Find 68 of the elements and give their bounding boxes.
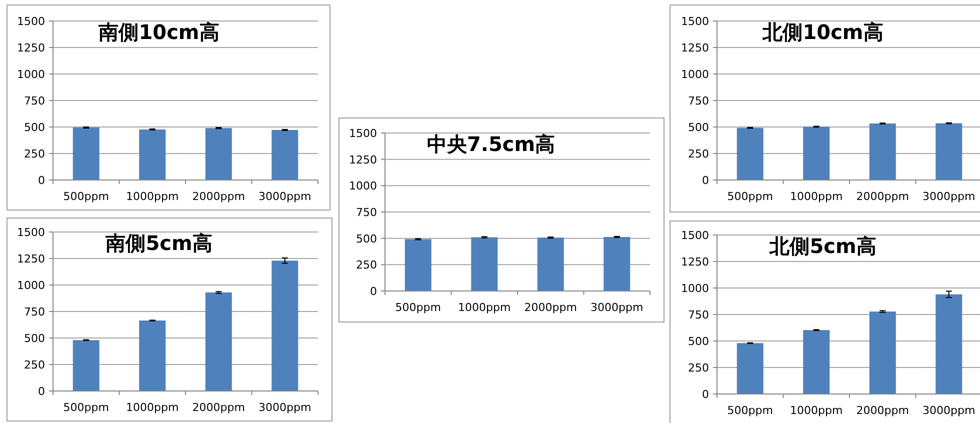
- y-tick-label: 250: [356, 258, 377, 272]
- y-tick-label: 500: [24, 332, 45, 345]
- y-tick-label: 0: [38, 385, 45, 398]
- y-tick-label: 500: [356, 232, 377, 246]
- x-tick-label: 3000ppm: [258, 401, 312, 414]
- y-tick-label: 750: [688, 94, 709, 108]
- y-tick-label: 0: [38, 174, 45, 187]
- y-tick-label: 1500: [17, 15, 45, 28]
- chart-title: 南側5cm高: [104, 231, 212, 255]
- y-tick-label: 750: [24, 94, 45, 108]
- y-tick-label: 0: [702, 174, 709, 187]
- y-tick-label: 750: [24, 306, 45, 318]
- y-tick-label: 1000: [681, 282, 709, 295]
- x-tick-label: 1000ppm: [790, 404, 843, 417]
- x-tick-label: 2000ppm: [856, 404, 909, 417]
- x-tick-label: 2000ppm: [524, 301, 577, 314]
- y-tick-label: 0: [370, 285, 377, 298]
- y-tick-label: 1250: [349, 153, 377, 166]
- bar: [205, 292, 232, 391]
- bar: [72, 340, 100, 391]
- x-tick-label: 3000ppm: [258, 190, 312, 203]
- x-tick-label: 1000ppm: [126, 401, 179, 414]
- y-tick-label: 500: [688, 121, 709, 134]
- x-tick-label: 500ppm: [727, 404, 773, 417]
- y-tick-label: 750: [688, 308, 709, 322]
- x-tick-label: 500ppm: [63, 190, 109, 203]
- y-tick-label: 1500: [681, 229, 709, 242]
- x-tick-label: 3000ppm: [922, 404, 976, 417]
- bar: [736, 343, 764, 394]
- x-tick-label: 3000ppm: [922, 190, 976, 203]
- x-tick-label: 3000ppm: [590, 301, 644, 314]
- x-tick-label: 1000ppm: [126, 190, 179, 203]
- y-tick-label: 0: [702, 388, 709, 401]
- y-tick-label: 250: [688, 362, 709, 374]
- bar: [803, 330, 830, 394]
- bar: [936, 294, 962, 394]
- y-tick-label: 1000: [349, 180, 377, 193]
- chart-title: 北側10cm高: [762, 20, 884, 44]
- bar: [272, 260, 298, 391]
- x-tick-label: 1000ppm: [790, 190, 843, 203]
- y-tick-label: 250: [24, 358, 45, 372]
- y-tick-label: 250: [688, 148, 709, 160]
- y-tick-label: 1250: [681, 42, 709, 54]
- x-tick-label: 2000ppm: [856, 190, 909, 203]
- x-tick-label: 2000ppm: [192, 401, 245, 414]
- x-tick-label: 1000ppm: [458, 301, 511, 314]
- y-tick-label: 1500: [681, 15, 709, 28]
- x-tick-label: 500ppm: [727, 190, 773, 203]
- y-tick-label: 1000: [17, 279, 45, 292]
- y-tick-label: 1250: [17, 42, 45, 54]
- y-tick-label: 1000: [681, 68, 709, 81]
- y-tick-label: 1500: [349, 127, 377, 140]
- bar: [869, 312, 896, 394]
- y-tick-label: 500: [24, 121, 45, 134]
- y-tick-label: 500: [688, 335, 709, 348]
- y-tick-label: 250: [24, 148, 45, 160]
- y-tick-label: 1000: [17, 68, 45, 81]
- bar: [139, 320, 166, 391]
- x-tick-label: 500ppm: [63, 401, 109, 414]
- y-tick-label: 750: [356, 206, 377, 219]
- chart-title: 北側5cm高: [768, 234, 876, 258]
- y-tick-label: 1500: [17, 226, 45, 239]
- chart-title: 南側10cm高: [98, 20, 220, 44]
- y-tick-label: 1250: [17, 252, 45, 266]
- x-tick-label: 2000ppm: [192, 190, 245, 203]
- y-tick-label: 1250: [681, 256, 709, 268]
- x-tick-label: 500ppm: [395, 301, 441, 314]
- chart-title: 中央7.5cm高: [426, 132, 556, 156]
